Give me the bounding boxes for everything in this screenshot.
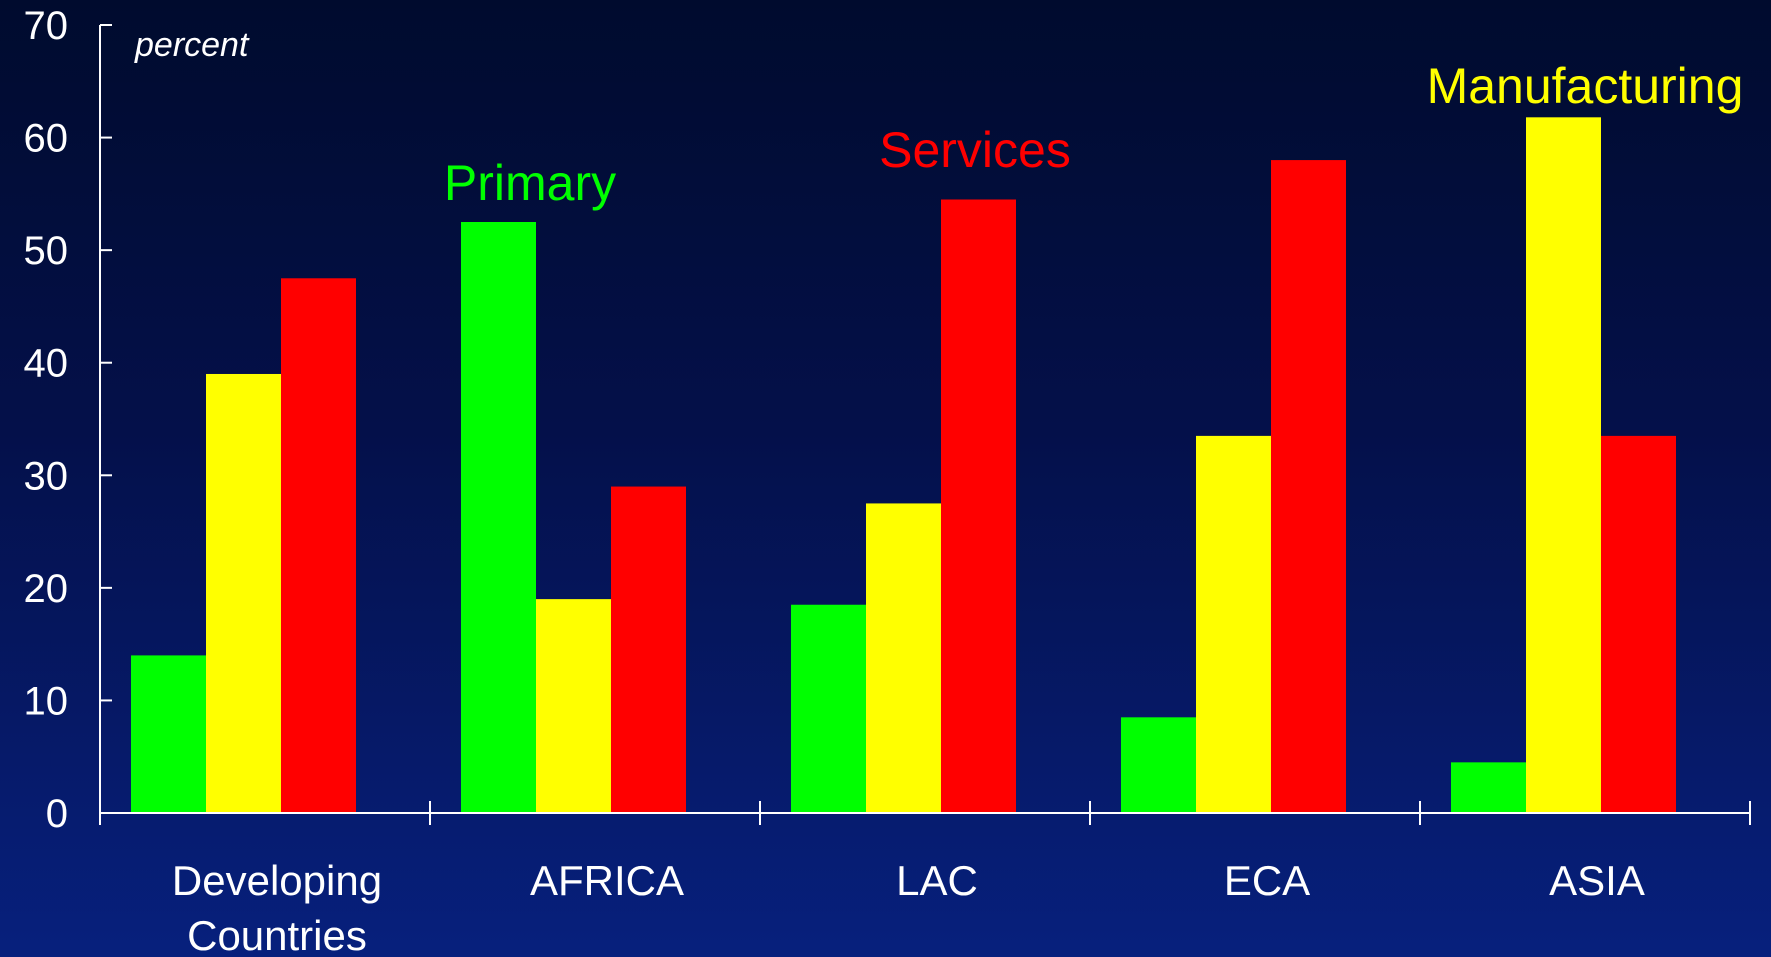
bar-manufacturing-1 [536, 599, 611, 813]
x-tick-label-1: AFRICA [530, 857, 684, 904]
bar-primary-2 [791, 604, 866, 813]
bar-services-0 [281, 278, 356, 813]
axes-group: 0 10 20 30 40 50 60 70 Developing Countries AFRICA… [24, 4, 1751, 957]
y-tick-label-50: 50 [24, 229, 69, 273]
bar-manufacturing-0 [206, 373, 281, 813]
x-tick-label-0: Developing Countries [172, 857, 382, 957]
y-tick-label-30: 30 [24, 454, 69, 498]
y-tick-label-0: 0 [46, 792, 68, 836]
y-unit-label: percent [134, 26, 250, 64]
y-tick-label-10: 10 [24, 679, 69, 723]
bar-primary-3 [1121, 717, 1196, 813]
x-tick-label-2: LAC [896, 857, 978, 904]
series-label-services: Services [879, 122, 1071, 178]
y-tick-label-20: 20 [24, 567, 69, 611]
bar-manufacturing-4 [1526, 117, 1601, 813]
y-tick-label-40: 40 [24, 342, 69, 386]
bar-primary-0 [131, 655, 206, 813]
bar-manufacturing-3 [1196, 435, 1271, 813]
bar-services-4 [1601, 435, 1676, 813]
y-tick-label-70: 70 [24, 4, 69, 48]
series-label-manufacturing: Manufacturing [1427, 58, 1744, 114]
bar-primary-4 [1451, 762, 1526, 813]
series-label-primary: Primary [444, 155, 616, 211]
bar-services-1 [611, 486, 686, 813]
bars-group [131, 117, 1676, 814]
bar-manufacturing-2 [866, 503, 941, 813]
x-tick-label-4: ASIA [1549, 857, 1645, 904]
y-tick-label-60: 60 [24, 117, 69, 161]
bar-services-3 [1271, 160, 1346, 814]
bar-services-2 [941, 199, 1016, 813]
bar-primary-1 [461, 222, 536, 813]
x-tick-label-3: ECA [1224, 857, 1310, 904]
